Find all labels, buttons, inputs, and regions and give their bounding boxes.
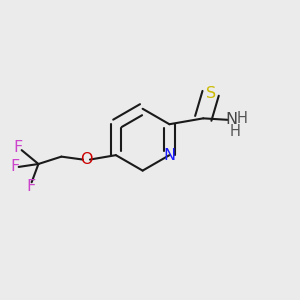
Text: O: O [80,152,93,167]
Text: H: H [237,111,248,126]
Text: N: N [164,148,175,163]
Text: S: S [206,86,216,101]
Text: N: N [225,112,237,127]
Text: F: F [26,178,36,194]
Text: H: H [230,124,241,139]
Text: F: F [13,140,22,155]
Text: F: F [10,159,20,174]
